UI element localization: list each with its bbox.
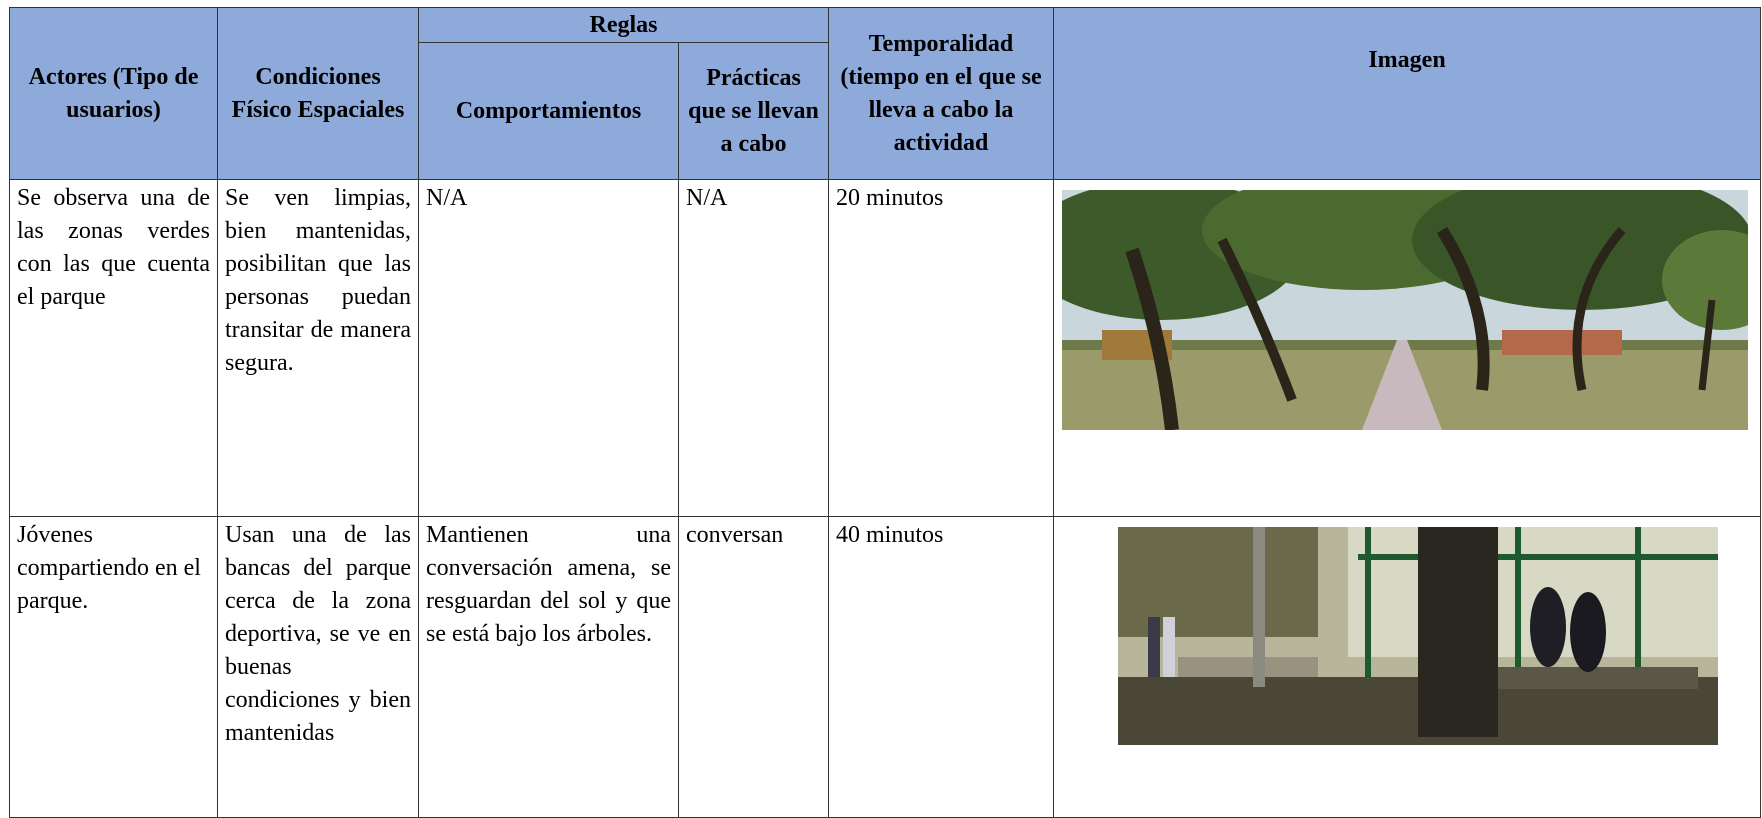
cell: Mantienen una conversación amena, se res… xyxy=(418,516,679,818)
cell: 20 minutos xyxy=(828,179,1054,517)
cell: Usan una de las bancas del parque cerca … xyxy=(217,516,419,818)
cell: N/A xyxy=(418,179,679,517)
header-cell: Imagen xyxy=(1053,7,1761,180)
activity-table: Actores (Tipo de usuarios) Condiciones F… xyxy=(9,7,1761,818)
cell: N/A xyxy=(678,179,829,517)
header-row: Comportamientos Prácticas que se llevan … xyxy=(10,42,1761,180)
cell: Jóvenes compartiendo en el parque. xyxy=(9,516,218,818)
cell: Se observa una de las zonas verdes con l… xyxy=(9,179,218,517)
bench-photo xyxy=(1118,527,1718,745)
cell: Se ven limpias, bien mantenidas, posibil… xyxy=(217,179,419,517)
header-cell: Temporalidad (tiempo en el que se lleva … xyxy=(828,7,1054,180)
table-row: Se observa una de las zonas verdes con l… xyxy=(9,179,1761,517)
table-row: Jóvenes compartiendo en el parque. Usan … xyxy=(9,516,1761,818)
header-cell: Condiciones Físico Espaciales xyxy=(217,7,419,180)
image-cell xyxy=(1053,516,1761,818)
header-cell: Actores (Tipo de usuarios) xyxy=(9,7,218,180)
header-cell: Prácticas que se llevan a cabo xyxy=(678,42,829,180)
header-cell: Comportamientos xyxy=(418,42,679,180)
header-cell: Reglas xyxy=(418,7,829,43)
image-cell xyxy=(1053,179,1761,517)
cell: 40 minutos xyxy=(828,516,1054,818)
park-photo xyxy=(1062,190,1748,430)
cell: conversan xyxy=(678,516,829,818)
header-row: Actores (Tipo de usuarios) Condiciones F… xyxy=(9,7,1761,180)
